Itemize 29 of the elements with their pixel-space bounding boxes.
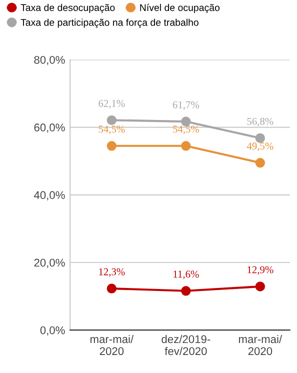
legend-label: Nível de ocupação: [140, 4, 220, 14]
data-label: 54,5%: [98, 126, 125, 134]
point: [181, 286, 191, 296]
point: [106, 284, 117, 294]
x-tick-label: dez/2019- fev/2020: [162, 334, 210, 356]
data-label: 62,1%: [98, 100, 125, 108]
point: [255, 133, 266, 143]
data-label: 54,5%: [173, 126, 200, 134]
data-label: 56,8%: [247, 118, 274, 126]
data-label: 49,5%: [246, 142, 274, 152]
y-tick-label: 20,0%: [34, 258, 65, 268]
data-label: 61,7%: [172, 101, 200, 110]
point: [106, 115, 117, 126]
y-tick-label: 80,0%: [34, 56, 65, 66]
point: [255, 282, 266, 292]
data-label: 11,6%: [174, 270, 199, 280]
x-tick-label: mar-mai/ 2020: [90, 334, 134, 356]
data-label: 12,9%: [248, 266, 274, 275]
point: [181, 141, 191, 151]
y-tick-label: 0,0%: [40, 326, 65, 336]
y-tick-label: 40,0%: [34, 191, 65, 200]
point: [181, 116, 191, 126]
legend-label: Taxa de desocupação: [20, 4, 115, 14]
point: [255, 158, 266, 168]
legend-label: Taxa de participação na força de trabalho: [20, 18, 198, 28]
point: [106, 141, 117, 151]
x-tick-label: mar-mai/ 2020: [239, 334, 282, 356]
y-tick-label: 60,0%: [34, 124, 65, 133]
data-label: 12,3%: [99, 268, 125, 277]
